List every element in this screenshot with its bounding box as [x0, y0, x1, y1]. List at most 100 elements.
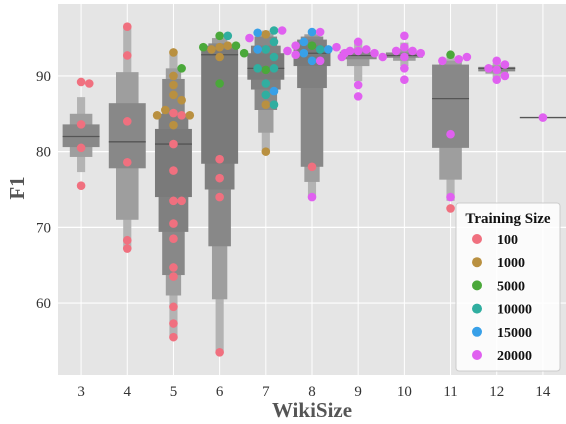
- data-point: [215, 31, 224, 41]
- data-point: [446, 204, 455, 213]
- data-point: [223, 41, 233, 50]
- data-point: [169, 120, 178, 130]
- legend-title: Training Size: [465, 211, 550, 227]
- data-point: [76, 77, 86, 87]
- x-tick-label: 7: [262, 384, 270, 400]
- data-point: [269, 64, 279, 73]
- legend-label: 15000: [497, 326, 532, 341]
- data-point: [362, 45, 371, 54]
- data-point: [500, 71, 510, 81]
- data-point: [454, 54, 464, 64]
- y-tick-label: 80: [36, 145, 51, 161]
- y-axis-title: F1: [5, 176, 29, 199]
- data-point: [76, 120, 86, 129]
- legend-entries: 100 1000 5000 10000 15000 20000: [472, 233, 532, 364]
- data-point: [177, 64, 186, 73]
- data-point: [169, 108, 178, 118]
- data-point: [269, 26, 279, 35]
- data-point: [462, 52, 472, 62]
- data-point: [492, 75, 502, 85]
- data-point: [277, 26, 287, 35]
- data-point: [169, 90, 178, 100]
- data-point: [307, 41, 317, 50]
- data-point: [122, 235, 132, 245]
- data-point: [169, 234, 178, 244]
- data-point: [446, 192, 455, 202]
- data-point: [169, 48, 178, 57]
- data-point: [261, 147, 271, 156]
- data-point: [261, 45, 271, 54]
- legend-label: 1000: [497, 256, 525, 271]
- data-point: [169, 319, 178, 328]
- data-point: [122, 51, 132, 60]
- data-point: [438, 56, 447, 66]
- data-point: [324, 45, 333, 54]
- data-point: [307, 192, 317, 202]
- data-point: [269, 100, 279, 109]
- data-point: [215, 42, 224, 52]
- data-point: [169, 302, 178, 312]
- legend-marker: [472, 303, 482, 314]
- data-point: [245, 33, 254, 43]
- x-tick-label: 6: [216, 384, 224, 400]
- data-point: [446, 129, 455, 139]
- data-point: [315, 56, 325, 66]
- data-point: [169, 166, 178, 175]
- data-point: [261, 79, 271, 88]
- data-point: [400, 64, 409, 73]
- data-point: [169, 332, 178, 342]
- data-point: [500, 60, 510, 69]
- data-point: [492, 56, 502, 66]
- y-tick-label: 90: [36, 69, 51, 85]
- data-point: [283, 46, 292, 56]
- data-point: [169, 71, 178, 81]
- data-point: [76, 143, 86, 153]
- data-point: [185, 111, 195, 120]
- data-point: [307, 56, 317, 66]
- legend-label: 20000: [497, 349, 532, 364]
- data-point: [169, 263, 178, 272]
- x-tick-label: 12: [489, 384, 504, 400]
- y-tick-labels: 60 70 80 90: [36, 69, 51, 312]
- data-point: [269, 86, 279, 96]
- legend: Training Size 100 1000 5000 10000 15000 20000: [455, 202, 561, 372]
- legend-marker: [472, 280, 482, 291]
- data-point: [215, 79, 224, 88]
- data-point: [353, 92, 363, 101]
- data-point: [177, 111, 186, 120]
- data-point: [408, 46, 417, 56]
- data-point: [169, 219, 178, 228]
- data-point: [315, 45, 325, 54]
- legend-label: 10000: [497, 303, 532, 318]
- data-point: [122, 157, 132, 167]
- x-tick-label: 8: [308, 384, 316, 400]
- x-tick-label: 11: [443, 384, 457, 400]
- x-tick-label: 3: [77, 384, 85, 400]
- data-point: [538, 113, 548, 122]
- data-point: [315, 27, 325, 37]
- data-point: [353, 46, 363, 56]
- legend-label: 5000: [497, 279, 525, 294]
- data-point: [223, 31, 233, 41]
- legend-marker: [472, 234, 482, 244]
- data-point: [391, 46, 401, 56]
- data-point: [291, 50, 300, 60]
- x-axis-title: WikiSize: [272, 398, 352, 422]
- data-point: [400, 31, 409, 41]
- data-point: [231, 41, 241, 50]
- data-point: [261, 90, 271, 100]
- boxen-box: [154, 128, 192, 198]
- x-tick-label: 5: [170, 384, 178, 400]
- data-point: [215, 347, 224, 357]
- data-point: [169, 196, 178, 206]
- data-point: [299, 48, 309, 58]
- data-point: [76, 181, 86, 191]
- data-point: [169, 80, 178, 90]
- data-point: [416, 48, 426, 58]
- x-tick-label: 10: [397, 384, 412, 400]
- data-point: [169, 272, 178, 281]
- x-tick-label: 9: [354, 384, 362, 400]
- legend-marker: [472, 350, 482, 360]
- boxen-box: [108, 103, 146, 169]
